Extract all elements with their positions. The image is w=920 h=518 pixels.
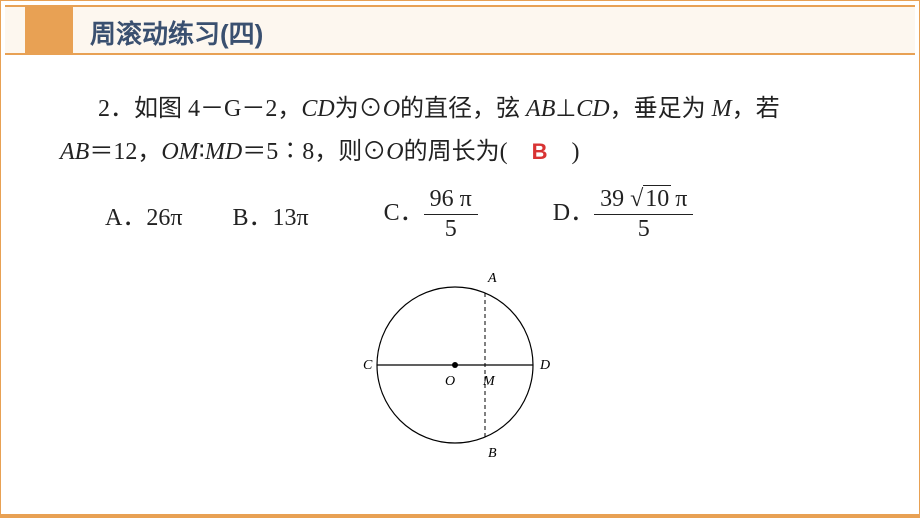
var-om: OM (161, 139, 198, 165)
var-cd: CD (301, 96, 334, 122)
label-o: O (445, 374, 455, 389)
fraction-c: 96π 5 (424, 185, 478, 244)
var-o: O (383, 96, 400, 122)
geometry-diagram: A B C D O M (355, 265, 565, 465)
var-m: M (712, 96, 732, 122)
label-c: C (363, 358, 373, 373)
options-row: A．26π B．13π C． 96π 5 D． 39√10π 5 (60, 185, 880, 244)
question-number: 2． (98, 96, 134, 122)
header-accent-block (25, 7, 73, 53)
option-d: D． 39√10π 5 (553, 185, 694, 244)
option-c: C． 96π 5 (384, 185, 478, 244)
figure-ref: 如图 4－G－2， (134, 96, 301, 122)
option-b: B．13π (232, 197, 308, 232)
bottom-accent-stripe (0, 514, 920, 518)
center-dot (452, 362, 458, 368)
page-title: 周滚动练习(四) (90, 14, 263, 51)
label-a: A (487, 271, 497, 286)
fraction-d: 39√10π 5 (594, 185, 693, 244)
question-body: 2．如图 4－G－2，CD为⊙O的直径，弦 AB⊥CD，垂足为 M，若 AB＝1… (60, 88, 880, 174)
label-d: D (539, 358, 550, 373)
var-md: MD (205, 139, 242, 165)
answer-letter: B (532, 139, 548, 164)
var-ab: AB (526, 96, 555, 122)
label-m: M (482, 374, 496, 389)
label-b: B (488, 446, 497, 461)
circle-svg: A B C D O M (355, 265, 565, 465)
option-a: A．26π (105, 197, 182, 232)
